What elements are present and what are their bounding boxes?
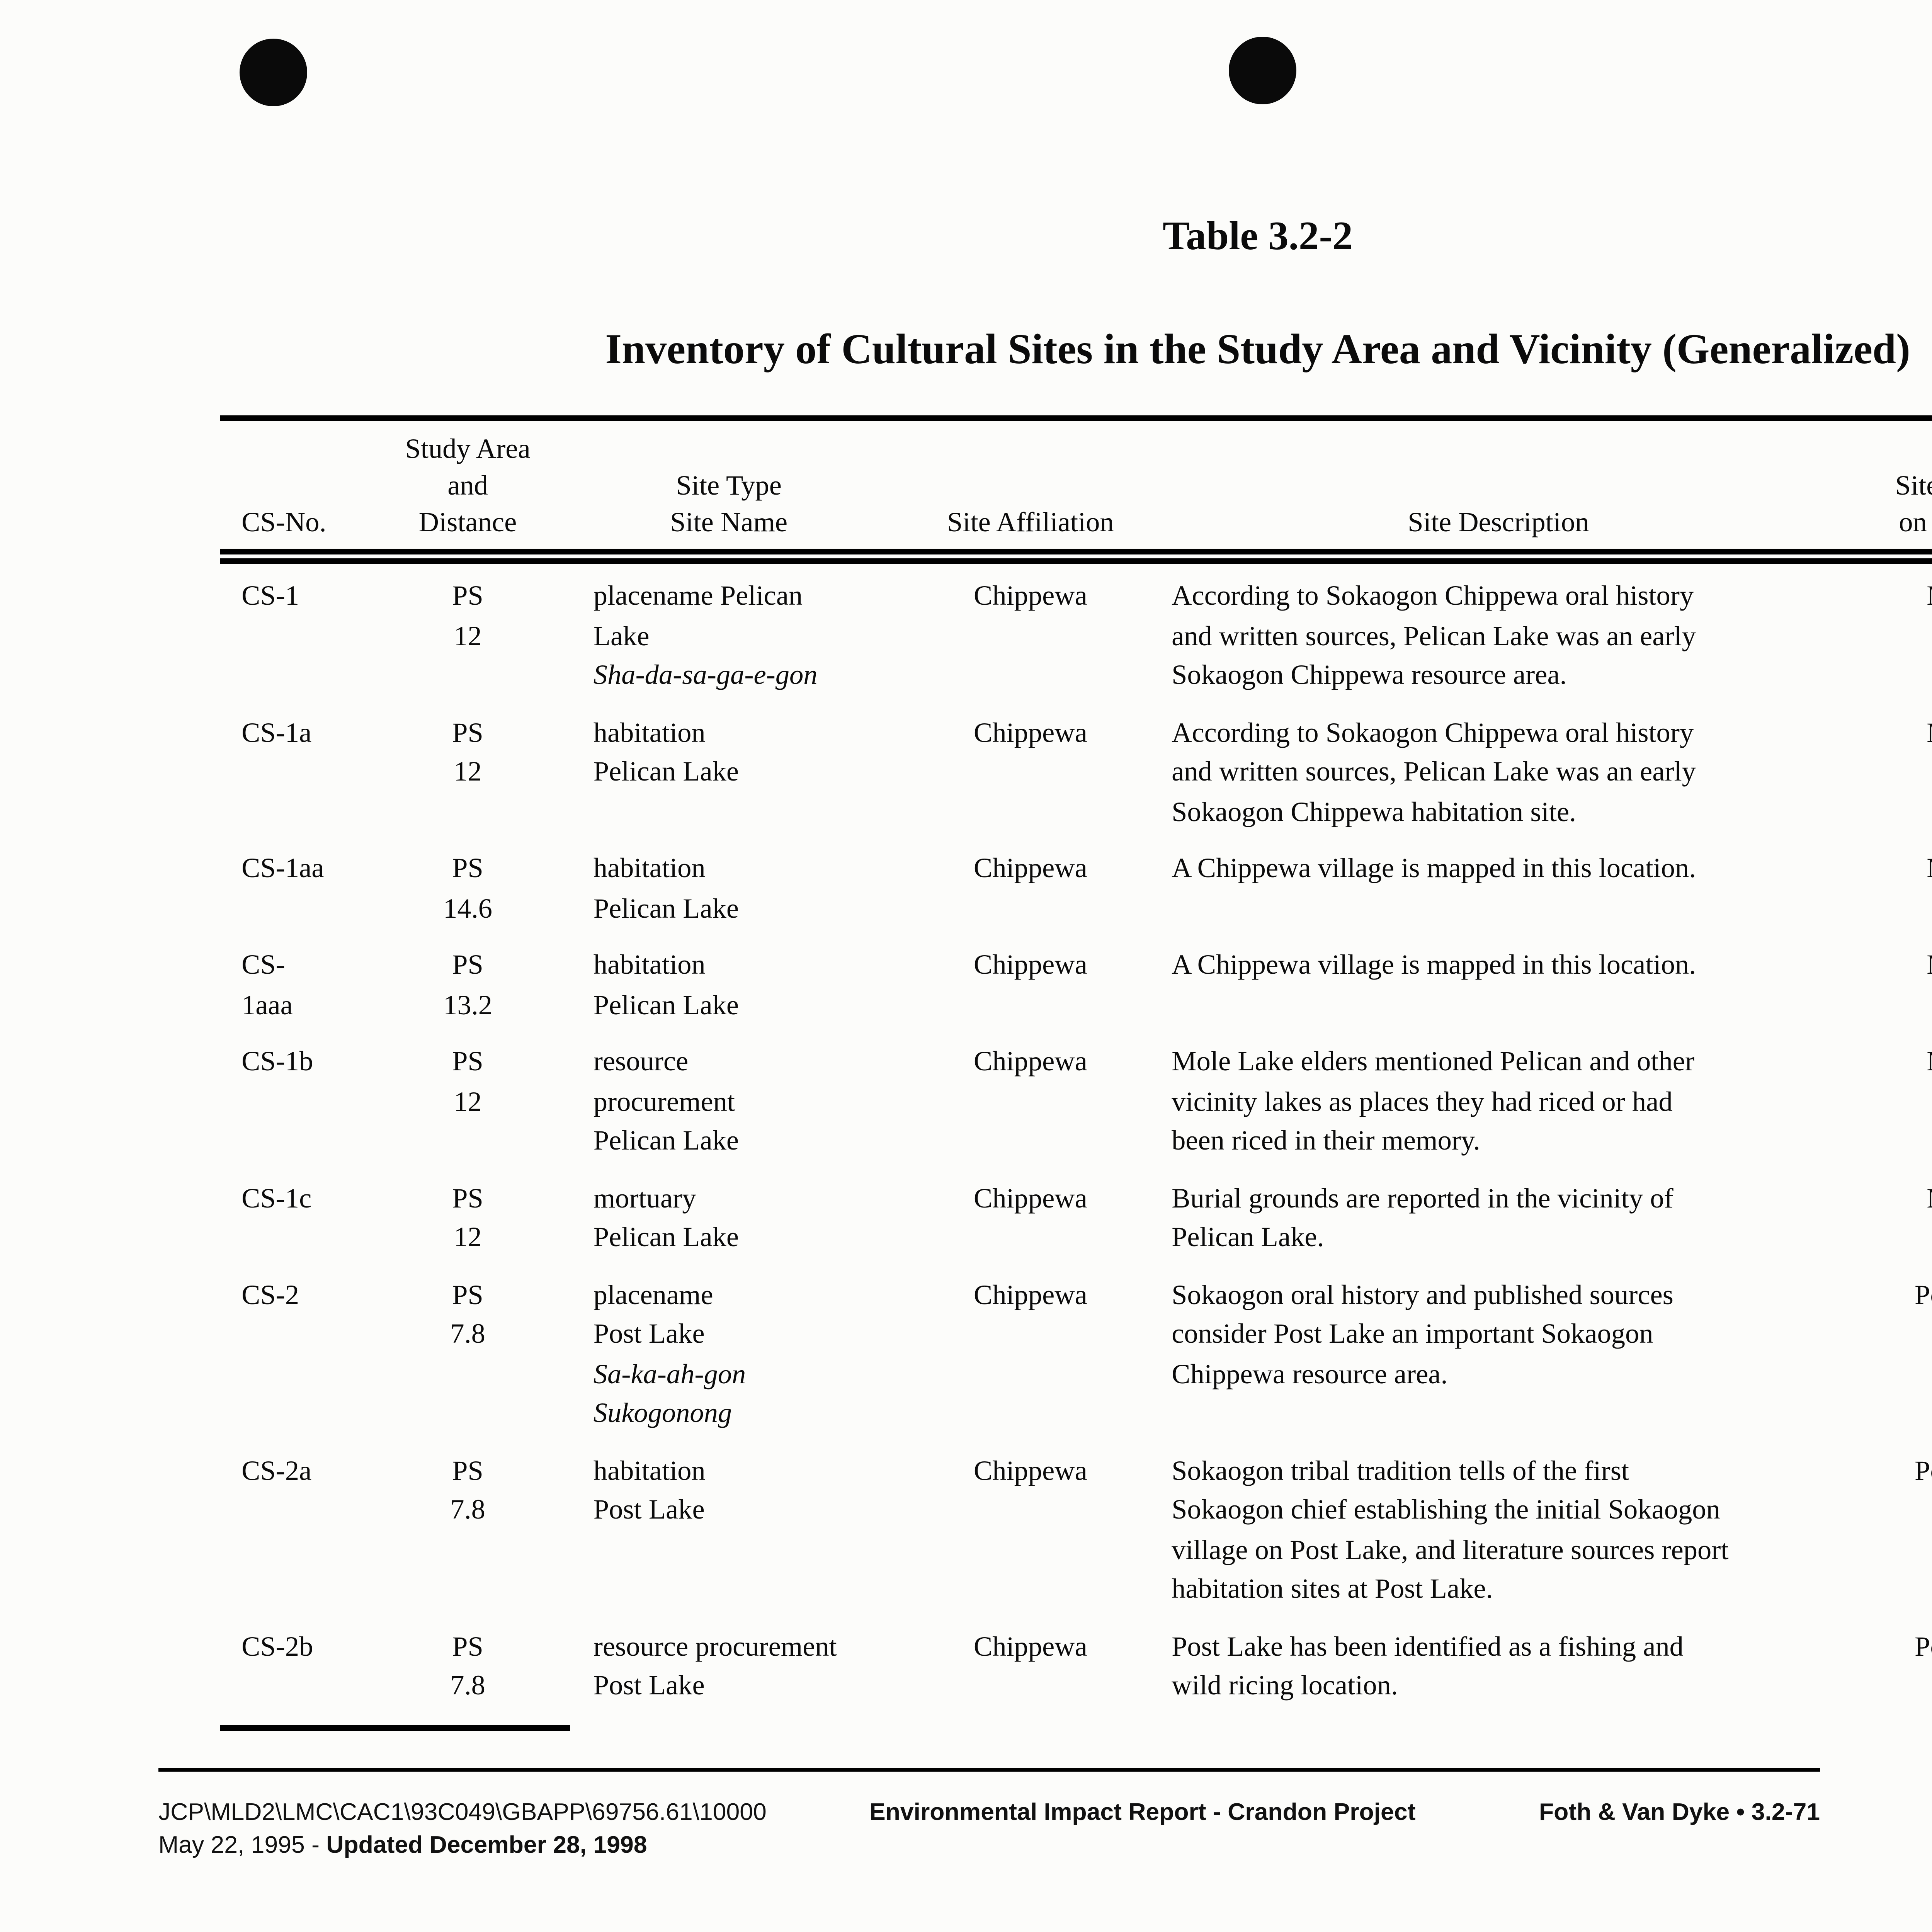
- cell-site-type-name: habitation Pelican Lake: [593, 718, 739, 789]
- cell-site-description: A Chippewa village is mapped in this loc…: [1172, 951, 1696, 981]
- cell-site-location: Post Lake: [1915, 1456, 1932, 1487]
- footer-separator-rule: [158, 1768, 1820, 1772]
- cultural-sites-table: CS-No. Study Area and Distance Site Type…: [220, 415, 1932, 1725]
- footer-page-number: Foth & Van Dyke • 3.2-71: [1539, 1799, 1820, 1826]
- cultural-sites-table-wrap: CS-No. Study Area and Distance Site Type…: [220, 415, 1932, 1730]
- table-row: CS-1 PS 12 placename Pelican Lake Sha-da-sa-g…: [220, 556, 1932, 714]
- cell-site-location: MonicoElcho: [1849, 556, 1932, 714]
- footer-date-prefix: May 22, 1995 -: [158, 1832, 327, 1859]
- cell-site-description: Burial grounds are reported in the vicin…: [1172, 1183, 1673, 1254]
- footer-date-updated: Updated December 28, 1998: [326, 1832, 647, 1859]
- table-row: CS-1a PS 12 habitation Pelican Lake Chippewa A…: [220, 714, 1932, 850]
- cell-site-affiliation: Chippewa: [973, 1280, 1087, 1311]
- cell-site-affiliation: Chippewa: [973, 718, 1087, 749]
- cell-site-affiliation: Chippewa: [973, 1047, 1087, 1078]
- cell-cs-no: CS- 1aaa: [242, 951, 293, 1021]
- header-site-description: Site Description: [1148, 418, 1849, 564]
- header-study-area-distance: Study Area and Distance: [390, 418, 545, 564]
- cell-study-area-distance: PS 7.8: [450, 1456, 485, 1527]
- table-title: Inventory of Cultural Sites in the Study…: [605, 325, 1910, 373]
- cell-site-affiliation: Chippewa: [973, 1456, 1087, 1487]
- cell-site-description: Mole Lake elders mentioned Pelican and o…: [1172, 1047, 1694, 1157]
- header-row: CS-No. Study Area and Distance Site Type…: [220, 418, 1932, 564]
- cell-site-type-name: mortuary Pelican Lake: [593, 1183, 739, 1254]
- cell-site-affiliation: Chippewa: [973, 951, 1087, 981]
- cell-study-area-distance: PS 7.8: [450, 1631, 485, 1702]
- table-row: CS- 1aaa PS 13.2 habitation Pelican Lake Chipp…: [220, 947, 1932, 1043]
- cell-study-area-distance: PS 14.6: [443, 854, 492, 925]
- header-site-location: Site Location on 7.5' Quad: [1848, 418, 1932, 564]
- table-row: CS-1aa PS 14.6 habitation Pelican Lake Chippe…: [220, 850, 1932, 947]
- cell-cs-no: CS-2: [242, 1280, 299, 1311]
- cell-site-location: MonicoElcho: [1849, 947, 1932, 1043]
- table-row: CS-2a PS 7.8 habitation Post Lake Chippewa Sok…: [220, 1452, 1932, 1628]
- cell-site-description: Sokaogon oral history and published sour…: [1172, 1280, 1673, 1390]
- footer-file-path-block: JCP\MLD2\LMC\CAC1\93C049\GBAPP\69756.61\…: [158, 1797, 767, 1862]
- cell-site-location: MonicoElcho: [1849, 1043, 1932, 1180]
- cell-site-description: According to Sokaogon Chippewa oral hist…: [1172, 718, 1696, 828]
- cell-study-area-distance: PS 12: [452, 582, 483, 652]
- hole-punch-mark: [1229, 37, 1296, 104]
- header-cs-no: CS-No.: [220, 418, 391, 564]
- table-number-title: Table 3.2-2: [1162, 213, 1353, 259]
- cell-study-area-distance: PS 12: [452, 718, 483, 789]
- cell-cs-no: CS-1a: [242, 718, 312, 749]
- cell-site-type-name: resource procurement Post Lake: [593, 1631, 837, 1702]
- cell-site-affiliation: Chippewa: [973, 854, 1087, 885]
- cell-site-description: A Chippewa village is mapped in this loc…: [1172, 854, 1696, 885]
- cell-site-location: MonicoElcho: [1849, 714, 1932, 850]
- cell-site-type-name: placename Post Lake Sa-ka-ah-gon Sukogonong: [593, 1280, 746, 1430]
- cell-site-affiliation: Chippewa: [973, 1631, 1087, 1663]
- cell-site-location: Post Lake: [1915, 1631, 1932, 1663]
- cell-study-area-distance: PS 12: [452, 1047, 483, 1118]
- cell-study-area-distance: PS 13.2: [443, 951, 492, 1021]
- footer-date-line: May 22, 1995 - Updated December 28, 1998: [158, 1830, 767, 1862]
- cell-site-location: MonicoElcho: [1849, 1180, 1932, 1276]
- cell-site-location: MonicoElcho: [1849, 850, 1932, 947]
- header-site-type-name: Site Type Site Name: [545, 418, 913, 564]
- table-row: CS-2b PS 7.8 resource procurement Post Lake C…: [220, 1628, 1932, 1725]
- cell-cs-no: CS-1c: [242, 1183, 312, 1214]
- cell-site-type-name: placename Pelican Lake Sha-da-sa-ga-e-gon: [593, 582, 818, 692]
- footer-report-title: Environmental Impact Report - Crandon Pr…: [869, 1799, 1416, 1826]
- table-bottom-partial-rule: [220, 1724, 570, 1730]
- footer-file-path: JCP\MLD2\LMC\CAC1\93C049\GBAPP\69756.61\…: [158, 1799, 767, 1826]
- cell-study-area-distance: PS 7.8: [450, 1280, 485, 1351]
- cell-site-description: According to Sokaogon Chippewa oral hist…: [1172, 582, 1696, 692]
- table-row: CS-1c PS 12 mortuary Pelican Lake Chippewa Bur…: [220, 1180, 1932, 1276]
- cell-study-area-distance: PS 12: [452, 1183, 483, 1254]
- header-site-affiliation: Site Affiliation: [912, 418, 1149, 564]
- cell-site-affiliation: Chippewa: [973, 582, 1087, 612]
- cell-site-type-name: habitation Pelican Lake: [593, 951, 739, 1021]
- table-row: CS-1b PS 12 resource procurement Pelican Lake…: [220, 1043, 1932, 1180]
- cell-site-type-name: habitation Pelican Lake: [593, 854, 739, 925]
- hole-punch-mark: [240, 39, 307, 106]
- cell-site-description: Post Lake has been identified as a fishi…: [1172, 1631, 1684, 1702]
- table-row: CS-2 PS 7.8 placename Post Lake Sa-ka-ah-gon S…: [220, 1276, 1932, 1452]
- cell-cs-no: CS-2a: [242, 1456, 312, 1487]
- cell-site-description: Sokaogon tribal tradition tells of the f…: [1172, 1456, 1729, 1606]
- cell-cs-no: CS-2b: [242, 1631, 313, 1663]
- cell-cs-no: CS-1aa: [242, 854, 324, 885]
- cell-cs-no: CS-1: [242, 582, 299, 612]
- cell-site-location: Post Lake: [1915, 1280, 1932, 1311]
- cell-site-type-name: resource procurement Pelican Lake: [593, 1047, 739, 1157]
- cell-site-affiliation: Chippewa: [973, 1183, 1087, 1214]
- cell-cs-no: CS-1b: [242, 1047, 313, 1078]
- cell-site-type-name: habitation Post Lake: [593, 1456, 706, 1527]
